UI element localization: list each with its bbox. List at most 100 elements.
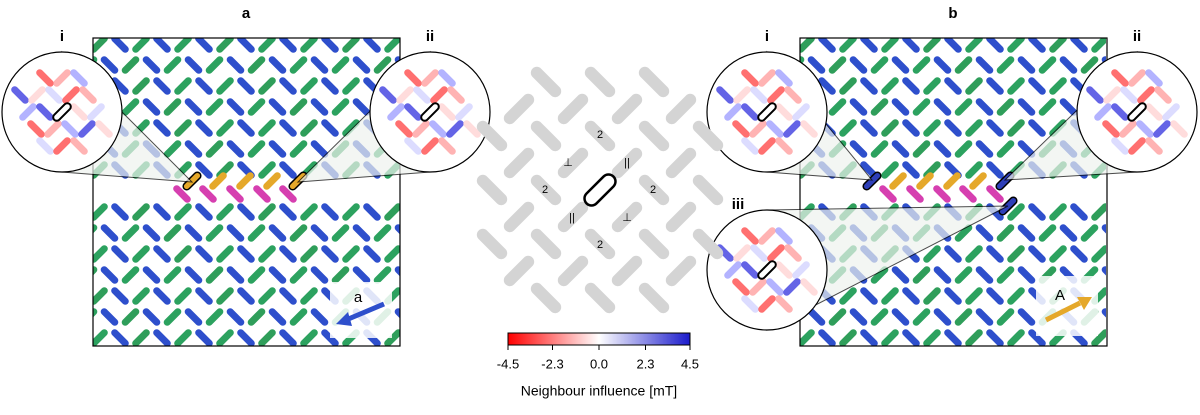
field-frame	[799, 37, 1108, 347]
bar	[954, 224, 973, 242]
bar	[879, 185, 897, 203]
bar	[827, 13, 848, 34]
bar	[1128, 137, 1146, 155]
neighbour-bar	[692, 120, 724, 152]
neighbour-bar	[503, 93, 535, 125]
bar	[891, 266, 910, 284]
bar	[954, 308, 973, 326]
bar	[783, 120, 801, 138]
bar	[163, 308, 182, 326]
neighbour-bar	[611, 255, 643, 287]
bar	[870, 266, 889, 284]
bar	[111, 77, 129, 95]
bar	[36, 103, 54, 121]
bar	[237, 329, 255, 346]
bar	[351, 13, 372, 34]
bar	[912, 308, 931, 326]
magnifier-label: i	[765, 28, 769, 45]
bar	[310, 224, 329, 242]
bar	[182, 171, 202, 191]
bar	[800, 120, 818, 138]
bar	[1017, 140, 1036, 158]
bar	[975, 98, 994, 116]
bar	[1017, 56, 1036, 74]
neighbour-bar	[557, 93, 589, 125]
bar	[1017, 224, 1036, 242]
bar	[100, 308, 119, 326]
bar	[800, 38, 815, 53]
bar	[247, 56, 266, 74]
bar	[1049, 203, 1067, 221]
bar	[1059, 224, 1078, 242]
bar	[36, 69, 54, 87]
bar	[1038, 98, 1057, 116]
bar	[438, 103, 456, 121]
bar	[331, 98, 350, 116]
bar	[1121, 349, 1142, 370]
neighbour-bar	[476, 120, 508, 152]
bar	[953, 349, 974, 370]
neighbour-bar	[530, 66, 562, 98]
bar	[394, 224, 400, 242]
neighbour-bar	[557, 147, 589, 179]
bar	[839, 38, 857, 53]
bar	[1091, 329, 1106, 346]
bar	[750, 244, 768, 262]
bar	[1091, 245, 1106, 263]
bar	[902, 161, 920, 179]
neighbour-label: 2	[597, 239, 603, 251]
bar	[775, 103, 793, 121]
bar	[959, 185, 977, 203]
bar	[205, 56, 224, 74]
panel-label: a	[242, 5, 251, 22]
bar	[1028, 38, 1046, 53]
bar	[387, 103, 405, 121]
bar	[352, 98, 371, 116]
bar	[268, 266, 287, 284]
bar	[174, 287, 192, 305]
bar	[404, 103, 422, 121]
bar	[342, 77, 360, 95]
neighbour-label: ||	[624, 157, 630, 169]
bar	[1058, 13, 1079, 34]
bar	[944, 245, 962, 263]
bar	[100, 224, 119, 242]
bar	[412, 120, 430, 138]
magnifier-label: ii	[426, 28, 434, 45]
bar	[93, 203, 108, 221]
bar	[1049, 38, 1067, 53]
bar	[724, 261, 742, 279]
bar	[1059, 56, 1078, 74]
bar	[384, 203, 400, 221]
bar	[413, 86, 431, 104]
bar	[68, 244, 89, 265]
bar	[1049, 77, 1067, 95]
bar	[163, 266, 182, 284]
bar	[120, 13, 141, 34]
bar	[384, 38, 400, 53]
bar	[944, 119, 962, 137]
bar	[100, 266, 119, 284]
bar	[870, 140, 889, 158]
bar	[163, 56, 182, 74]
bar	[881, 77, 899, 95]
bar	[1028, 245, 1046, 263]
field-frame	[92, 37, 401, 347]
bar	[330, 349, 351, 370]
bar	[45, 86, 63, 104]
neighbour-bar	[692, 174, 724, 206]
bar	[1121, 223, 1142, 244]
bar	[807, 308, 826, 326]
bar	[792, 261, 810, 279]
bar	[758, 137, 776, 155]
bar	[195, 77, 213, 95]
bar	[363, 245, 381, 263]
bar	[1100, 13, 1121, 34]
bar	[174, 245, 192, 263]
bar	[828, 308, 847, 326]
bar	[912, 140, 931, 158]
bar	[300, 203, 318, 221]
bar	[62, 86, 80, 104]
bar	[986, 161, 1004, 179]
bar	[310, 56, 329, 74]
